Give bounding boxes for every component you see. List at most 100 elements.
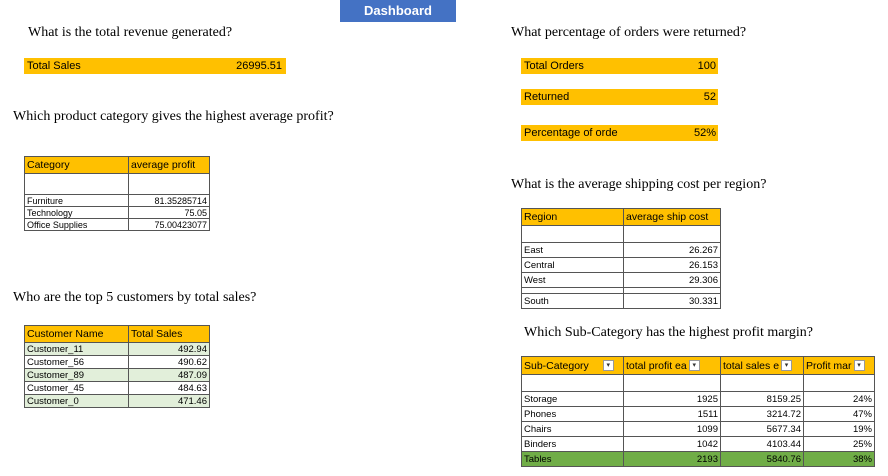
cell[interactable]: 5677.34 xyxy=(720,421,804,437)
table-row: Phones 1511 3214.72 47% xyxy=(521,406,875,422)
empty-cell[interactable] xyxy=(521,374,624,392)
table-row xyxy=(24,173,210,195)
cell[interactable]: Office Supplies xyxy=(24,218,129,231)
cell[interactable]: 25% xyxy=(803,436,875,452)
table-row: West 29.306 xyxy=(521,272,721,288)
question-top-customers: Who are the top 5 customers by total sal… xyxy=(13,290,257,305)
cell[interactable]: 5840.76 xyxy=(720,451,804,467)
cell[interactable]: 1099 xyxy=(623,421,721,437)
cell[interactable]: 38% xyxy=(803,451,875,467)
cell[interactable]: South xyxy=(521,293,624,309)
empty-cell[interactable] xyxy=(623,225,721,243)
header-total-sales[interactable]: Total Sales xyxy=(128,325,210,343)
percentage-row[interactable]: Percentage of orde 52% xyxy=(521,125,718,141)
cell[interactable]: Technology xyxy=(24,206,129,219)
question-profit-margin: Which Sub-Category has the highest profi… xyxy=(524,325,814,340)
cell[interactable]: Furniture xyxy=(24,194,129,207)
cell[interactable]: Binders xyxy=(521,436,624,452)
cell[interactable]: 490.62 xyxy=(128,355,210,369)
header-average-profit[interactable]: average profit xyxy=(128,156,210,174)
total-orders-value: 100 xyxy=(697,60,716,72)
subcategory-margin-table: Sub-Category ▾ total profit ea ▾ total sal… xyxy=(521,356,875,467)
table-row: Technology 75.05 xyxy=(24,206,210,219)
cell[interactable]: 3214.72 xyxy=(720,406,804,422)
cell[interactable]: Chairs xyxy=(521,421,624,437)
header-category[interactable]: Category xyxy=(24,156,129,174)
cell[interactable]: Central xyxy=(521,257,624,273)
table-row xyxy=(521,225,721,243)
cell[interactable]: 1042 xyxy=(623,436,721,452)
table-row: Chairs 1099 5677.34 19% xyxy=(521,421,875,437)
table-row-highlighted: Tables 2193 5840.76 38% xyxy=(521,451,875,467)
question-highest-avg-profit: Which product category gives the highest… xyxy=(13,109,334,124)
empty-cell[interactable] xyxy=(623,374,721,392)
header-sub-category[interactable]: Sub-Category ▾ xyxy=(521,356,624,375)
header-average-ship-cost[interactable]: average ship cost xyxy=(623,208,721,226)
table-row: Customer_11 492.94 xyxy=(24,342,210,356)
total-sales-row[interactable]: Total Sales 26995.51 xyxy=(24,58,286,74)
cell[interactable]: 29.306 xyxy=(623,272,721,288)
header-customer-name[interactable]: Customer Name xyxy=(24,325,129,343)
cell[interactable]: 484.63 xyxy=(128,381,210,395)
cell[interactable]: 81.35285714 xyxy=(128,194,210,207)
dashboard-title: Dashboard xyxy=(340,0,456,22)
header-label: total sales e xyxy=(723,359,780,372)
percentage-label: Percentage of orde xyxy=(524,127,618,139)
cell[interactable]: Tables xyxy=(521,451,624,467)
cell[interactable]: 4103.44 xyxy=(720,436,804,452)
header-profit-margin[interactable]: Profit mar ▾ xyxy=(803,356,875,375)
table-row: South 30.331 xyxy=(521,293,721,309)
empty-cell[interactable] xyxy=(720,374,804,392)
table-row xyxy=(521,374,875,392)
cell[interactable]: Customer_89 xyxy=(24,368,129,382)
cell[interactable]: 2193 xyxy=(623,451,721,467)
total-orders-row[interactable]: Total Orders 100 xyxy=(521,58,718,74)
cell[interactable]: 1511 xyxy=(623,406,721,422)
filter-dropdown-icon[interactable]: ▾ xyxy=(781,360,793,372)
table-row: Furniture 81.35285714 xyxy=(24,194,210,207)
cell[interactable]: 75.05 xyxy=(128,206,210,219)
filter-dropdown-icon[interactable]: ▾ xyxy=(602,360,614,372)
cell[interactable]: Customer_11 xyxy=(24,342,129,356)
cell[interactable]: 26.153 xyxy=(623,257,721,273)
table-header-row: Sub-Category ▾ total profit ea ▾ total sal… xyxy=(521,356,875,375)
cell[interactable]: Customer_0 xyxy=(24,394,129,408)
filter-dropdown-icon[interactable]: ▾ xyxy=(688,360,700,372)
filter-dropdown-icon[interactable]: ▾ xyxy=(853,360,865,372)
table-row: East 26.267 xyxy=(521,242,721,258)
cell[interactable]: 19% xyxy=(803,421,875,437)
header-total-profit[interactable]: total profit ea ▾ xyxy=(623,356,721,375)
shipping-cost-table: Region average ship cost East 26.267 Cen… xyxy=(521,208,721,309)
cell[interactable]: 26.267 xyxy=(623,242,721,258)
cell[interactable]: West xyxy=(521,272,624,288)
empty-cell[interactable] xyxy=(803,374,875,392)
cell[interactable]: 8159.25 xyxy=(720,391,804,407)
cell[interactable]: 1925 xyxy=(623,391,721,407)
cell[interactable]: Storage xyxy=(521,391,624,407)
returned-row[interactable]: Returned 52 xyxy=(521,89,718,105)
header-total-sales[interactable]: total sales e ▾ xyxy=(720,356,804,375)
header-region[interactable]: Region xyxy=(521,208,624,226)
cell[interactable]: 24% xyxy=(803,391,875,407)
question-avg-shipping: What is the average shipping cost per re… xyxy=(511,177,767,192)
returned-value: 52 xyxy=(703,91,716,103)
cell[interactable]: 30.331 xyxy=(623,293,721,309)
cell[interactable]: Customer_45 xyxy=(24,381,129,395)
cell[interactable]: 47% xyxy=(803,406,875,422)
empty-cell[interactable] xyxy=(521,225,624,243)
cell[interactable]: 75.00423077 xyxy=(128,218,210,231)
question-total-revenue: What is the total revenue generated? xyxy=(28,25,233,40)
top-customers-table: Customer Name Total Sales Customer_11 49… xyxy=(24,325,210,408)
cell[interactable]: Customer_56 xyxy=(24,355,129,369)
table-row: Customer_56 490.62 xyxy=(24,355,210,369)
cell[interactable]: Phones xyxy=(521,406,624,422)
table-row: Office Supplies 75.00423077 xyxy=(24,218,210,231)
empty-cell[interactable] xyxy=(128,173,210,195)
cell[interactable]: East xyxy=(521,242,624,258)
table-row: Storage 1925 8159.25 24% xyxy=(521,391,875,407)
cell[interactable]: 492.94 xyxy=(128,342,210,356)
empty-cell[interactable] xyxy=(24,173,129,195)
cell[interactable]: 487.09 xyxy=(128,368,210,382)
header-label: Profit mar xyxy=(806,359,852,372)
cell[interactable]: 471.46 xyxy=(128,394,210,408)
